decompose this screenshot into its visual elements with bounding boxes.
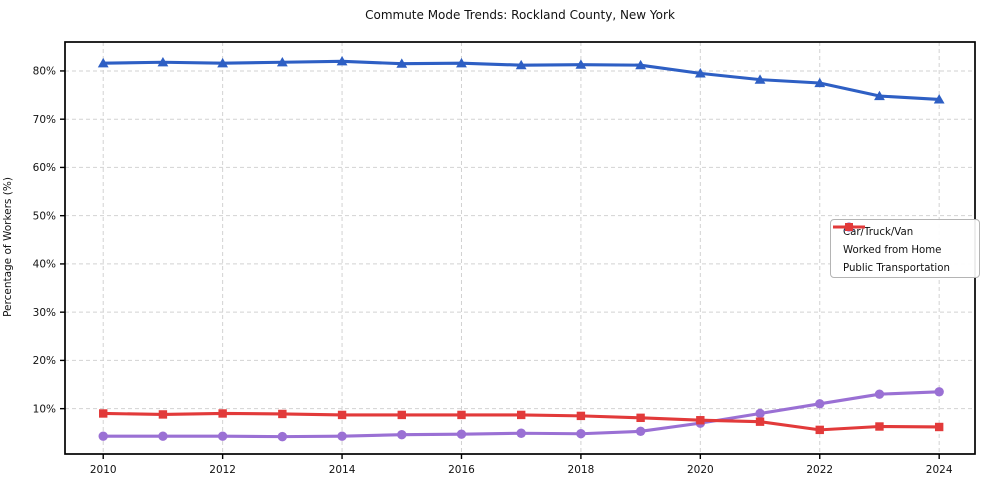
data-point — [97, 57, 109, 68]
x-tick-label: 2020 — [687, 464, 714, 476]
data-point — [277, 431, 288, 442]
x-tick-label: 2010 — [90, 464, 117, 476]
data-point — [815, 425, 824, 435]
data-point — [933, 94, 945, 104]
data-point — [157, 56, 169, 67]
y-tick-label: 40% — [33, 259, 56, 271]
data-point — [158, 431, 168, 441]
legend-label: Public Transportation — [843, 262, 950, 274]
data-point — [397, 430, 407, 440]
data-point — [276, 56, 288, 67]
x-tick-label: 2024 — [926, 464, 953, 476]
x-tick-label: 2022 — [806, 464, 833, 476]
data-point — [755, 417, 765, 426]
data-point — [158, 410, 168, 419]
data-point — [456, 429, 467, 439]
data-point — [635, 426, 646, 437]
data-point — [336, 55, 348, 66]
data-point — [815, 399, 825, 409]
data-point — [635, 59, 647, 70]
legend-marker-square — [833, 223, 865, 231]
y-tick-label: 50% — [33, 210, 56, 222]
data-point — [278, 409, 287, 419]
chart-title: Commute Mode Trends: Rockland County, Ne… — [365, 8, 675, 22]
data-point — [457, 410, 466, 420]
data-point — [754, 74, 766, 84]
data-point — [934, 422, 944, 432]
data-point — [337, 431, 347, 441]
data-point — [694, 68, 706, 78]
data-point — [576, 411, 586, 421]
legend-entry: Public Transportation — [833, 223, 979, 277]
data-point — [636, 413, 645, 423]
data-point — [755, 408, 765, 419]
y-tick-label: 10% — [33, 403, 56, 415]
y-tick-label: 20% — [33, 355, 56, 367]
x-tick-label: 2018 — [568, 464, 595, 476]
data-point — [875, 422, 884, 431]
data-point — [397, 410, 406, 420]
data-point — [337, 410, 347, 420]
data-point — [396, 58, 408, 68]
data-point — [217, 431, 228, 441]
y-tick-label: 70% — [33, 114, 56, 126]
x-tick-label: 2016 — [448, 464, 475, 476]
data-point — [98, 431, 108, 441]
data-point — [516, 428, 526, 438]
y-tick-label: 80% — [33, 66, 56, 78]
y-tick-label: 60% — [33, 162, 56, 174]
y-tick-label: 30% — [33, 307, 56, 319]
data-point — [456, 57, 467, 68]
data-point — [874, 90, 885, 101]
data-point — [696, 416, 705, 425]
data-point — [99, 409, 108, 418]
legend-label: Car/Truck/Van — [843, 226, 914, 238]
data-point — [516, 410, 526, 420]
data-point — [575, 59, 587, 69]
data-point — [874, 389, 885, 399]
data-point — [217, 57, 229, 68]
data-point — [814, 77, 826, 88]
legend-entry: Worked from Home — [833, 222, 979, 259]
data-point — [218, 409, 227, 418]
legend-label: Worked from Home — [843, 244, 942, 256]
data-point — [934, 387, 944, 397]
x-tick-label: 2014 — [329, 464, 356, 476]
legend: Car/Truck/Van Worked from Home Public Tran… — [830, 219, 980, 278]
x-tick-label: 2012 — [209, 464, 236, 476]
data-point — [576, 429, 586, 439]
data-point — [515, 59, 527, 70]
